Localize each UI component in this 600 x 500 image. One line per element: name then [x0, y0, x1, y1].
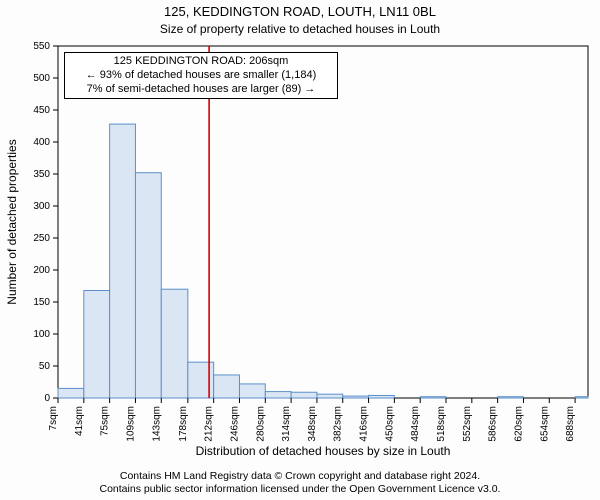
histogram-bar [265, 392, 291, 398]
svg-text:450: 450 [33, 105, 50, 116]
svg-text:552sqm: 552sqm [462, 406, 473, 442]
svg-text:550: 550 [33, 41, 50, 52]
svg-text:143sqm: 143sqm [151, 406, 162, 442]
svg-text:484sqm: 484sqm [410, 406, 421, 442]
histogram-bar [161, 289, 188, 398]
annotation-line-1: 125 KEDDINGTON ROAD: 206sqm [71, 55, 331, 69]
svg-text:100: 100 [33, 329, 50, 340]
svg-text:416sqm: 416sqm [359, 406, 370, 442]
svg-text:75sqm: 75sqm [100, 406, 111, 436]
svg-text:178sqm: 178sqm [178, 406, 189, 442]
histogram-bar [291, 392, 317, 398]
svg-text:400: 400 [33, 137, 50, 148]
histogram-bar [214, 375, 240, 398]
svg-text:620sqm: 620sqm [513, 406, 524, 442]
svg-text:586sqm: 586sqm [488, 406, 499, 442]
footer-line-2: Contains public sector information licen… [0, 483, 600, 496]
y-axis-label: Number of detached properties [5, 139, 19, 304]
histogram-bar [343, 396, 369, 398]
svg-text:500: 500 [33, 73, 50, 84]
x-axis-label: Distribution of detached houses by size … [196, 444, 451, 458]
histogram-bar [58, 388, 84, 398]
svg-text:200: 200 [33, 265, 50, 276]
svg-text:41sqm: 41sqm [74, 406, 85, 436]
annotation-box: 125 KEDDINGTON ROAD: 206sqm ← 93% of det… [64, 52, 338, 99]
footer-line-1: Contains HM Land Registry data © Crown c… [0, 470, 600, 483]
svg-text:518sqm: 518sqm [436, 406, 447, 442]
svg-text:0: 0 [44, 393, 50, 404]
svg-text:654sqm: 654sqm [539, 406, 550, 442]
svg-text:109sqm: 109sqm [125, 406, 136, 442]
histogram-bar [575, 397, 588, 398]
footer-attribution: Contains HM Land Registry data © Crown c… [0, 470, 600, 496]
svg-text:280sqm: 280sqm [255, 406, 266, 442]
svg-text:250: 250 [33, 233, 50, 244]
histogram-bar [135, 173, 161, 398]
svg-text:688sqm: 688sqm [565, 406, 576, 442]
histogram-bar [110, 124, 136, 398]
svg-text:350: 350 [33, 169, 50, 180]
annotation-line-3: 7% of semi-detached houses are larger (8… [71, 83, 331, 97]
svg-text:50: 50 [39, 361, 51, 372]
annotation-line-2: ← 93% of detached houses are smaller (1,… [71, 69, 331, 83]
svg-text:314sqm: 314sqm [281, 406, 292, 442]
svg-text:450sqm: 450sqm [384, 406, 395, 442]
svg-text:348sqm: 348sqm [307, 406, 318, 442]
histogram-bar [239, 384, 265, 398]
svg-text:150: 150 [33, 297, 50, 308]
histogram-bar [317, 394, 343, 398]
svg-text:212sqm: 212sqm [204, 406, 215, 442]
histogram-bar [420, 397, 446, 398]
svg-text:382sqm: 382sqm [333, 406, 344, 442]
histogram-bar [84, 290, 110, 398]
svg-text:246sqm: 246sqm [229, 406, 240, 442]
svg-text:7sqm: 7sqm [48, 406, 59, 430]
svg-text:300: 300 [33, 201, 50, 212]
histogram-bar [369, 395, 395, 398]
histogram-bar [498, 397, 524, 398]
